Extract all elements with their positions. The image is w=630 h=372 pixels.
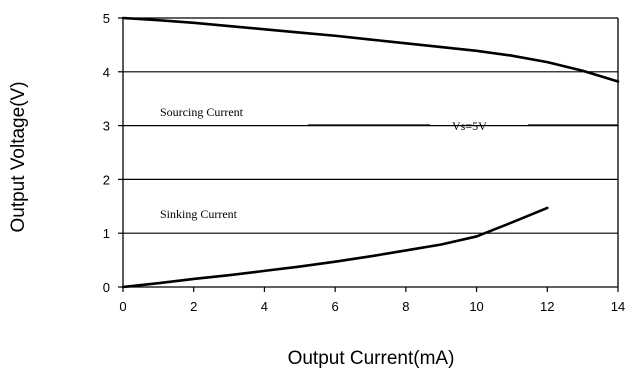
series-1-point-2 xyxy=(192,278,195,280)
series-0-point-13 xyxy=(581,69,584,72)
x-tick-label-1: 2 xyxy=(190,299,197,314)
x-tick-label-7: 14 xyxy=(611,299,625,314)
x-axis-label: Output Current(mA) xyxy=(288,348,455,369)
series-0-point-5 xyxy=(298,31,301,34)
x-tick-label-6: 12 xyxy=(540,299,554,314)
series-0-point-10 xyxy=(475,49,478,52)
series-1-point-5 xyxy=(298,265,301,268)
y-axis-label: Output Voltage(V) xyxy=(8,81,29,232)
series-0-point-11 xyxy=(511,54,513,57)
y-tick-label-0: 0 xyxy=(103,280,110,295)
x-tick-label-3: 6 xyxy=(332,299,339,314)
series-1-point-10 xyxy=(475,235,478,238)
series-0-point-7 xyxy=(369,38,372,41)
series-0-point-1 xyxy=(157,19,160,22)
series-0-point-8 xyxy=(404,42,407,45)
series-0-point-6 xyxy=(334,34,337,37)
series-0-point-14 xyxy=(617,80,619,83)
y-tick-label-1: 1 xyxy=(103,226,110,241)
series-1-point-3 xyxy=(228,274,230,277)
x-tick-label-0: 0 xyxy=(119,299,126,314)
series-label-sourcing: Sourcing Current xyxy=(160,105,244,119)
x-tick-label-4: 8 xyxy=(402,299,409,314)
series-1-point-11 xyxy=(511,221,513,224)
series-0-point-3 xyxy=(228,25,230,27)
series-1-point-4 xyxy=(263,269,266,272)
series-1-point-9 xyxy=(440,243,443,246)
series-1-point-1 xyxy=(157,282,160,285)
series-0-point-9 xyxy=(440,46,443,48)
series-1-point-6 xyxy=(334,260,337,263)
series-label-sinking: Sinking Current xyxy=(160,207,238,221)
series-1-point-0 xyxy=(122,286,124,288)
axes xyxy=(118,17,619,292)
annotation-vs: Vs=5V xyxy=(452,119,487,133)
series-0-point-12 xyxy=(546,61,549,64)
annotations: Sourcing Current Vs=5V Sinking Current xyxy=(160,105,618,221)
series-0-point-4 xyxy=(263,28,266,31)
y-tick-label-5: 5 xyxy=(103,11,110,26)
y-tick-label-4: 4 xyxy=(103,65,110,80)
series-0-point-2 xyxy=(192,21,195,24)
series-lines xyxy=(121,16,620,289)
series-1-point-8 xyxy=(404,249,407,252)
series-0-point-0 xyxy=(122,17,124,19)
y-tick-label-3: 3 xyxy=(103,119,110,134)
series-1-point-12 xyxy=(546,207,549,209)
y-tick-label-2: 2 xyxy=(103,172,110,187)
series-1-point-7 xyxy=(369,255,372,258)
x-tick-label-5: 10 xyxy=(469,299,483,314)
x-tick-label-2: 4 xyxy=(261,299,268,314)
